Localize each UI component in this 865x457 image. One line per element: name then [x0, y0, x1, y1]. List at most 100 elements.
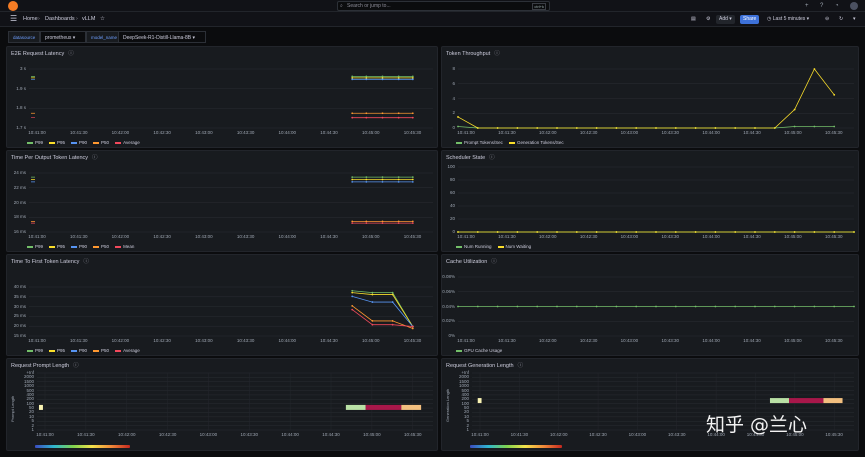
x-tick-label: 10:42:00 — [538, 130, 557, 135]
data-point — [476, 127, 479, 129]
data-point — [674, 305, 677, 308]
legend-item[interactable]: Prompt Tokens/Sec — [456, 140, 503, 145]
plus-icon[interactable]: + — [805, 3, 809, 9]
panel-prompt_len[interactable]: Request Prompt Length ⓘ +Inf 2000 1500 1000 50… — [6, 358, 438, 451]
breadcrumb-vllm[interactable]: vLLM — [82, 16, 96, 22]
data-point — [714, 305, 717, 308]
info-icon[interactable]: ⓘ — [517, 363, 524, 369]
share-button[interactable]: Share — [740, 15, 760, 24]
star-icon[interactable]: ☆ — [100, 16, 105, 22]
data-point — [381, 178, 384, 181]
x-tick-label: 10:42:30 — [153, 130, 171, 135]
y-tick-label: 40 — [449, 203, 455, 208]
data-point — [655, 305, 657, 308]
x-tick-label: 10:42:30 — [579, 234, 598, 239]
avatar-icon[interactable] — [850, 2, 858, 10]
x-tick-label: 10:45:00 — [784, 130, 802, 135]
data-point — [411, 325, 414, 328]
panel-scheduler[interactable]: Scheduler State ⓘ 100 80 60 40 20 0 10:41:00 10:4… — [441, 150, 859, 252]
legend-item[interactable]: P50 — [93, 140, 109, 145]
legend: Prompt Tokens/Sec Generation Tokens/Sec — [456, 140, 564, 145]
legend-swatch — [456, 350, 462, 352]
data-point — [536, 305, 539, 308]
refresh-icon[interactable]: ↻ — [839, 16, 844, 22]
legend-item[interactable]: Average — [115, 140, 140, 145]
time-range-picker[interactable]: ◷ Last 5 minutes ▾ — [767, 16, 810, 22]
x-tick-label: 10:41:00 — [28, 338, 46, 343]
info-icon[interactable]: ⓘ — [494, 51, 500, 57]
legend-swatch — [456, 142, 462, 144]
y-tick-label: 18 ms — [13, 214, 26, 220]
panel-cache[interactable]: Cache Utilization ⓘ 0.08% 0.06% 0.04% 0.02% 0%… — [441, 254, 859, 356]
legend-item[interactable]: P95 — [49, 140, 65, 145]
refresh-interval-dropdown[interactable]: ▾ — [853, 16, 856, 22]
data-point — [496, 305, 499, 308]
info-icon[interactable]: ⓘ — [491, 259, 497, 265]
legend-item[interactable]: Generation Tokens/Sec — [508, 140, 564, 145]
legend-item[interactable]: P90 — [71, 348, 87, 353]
save-icon[interactable]: ▤ — [691, 16, 696, 22]
legend-item[interactable]: P95 — [49, 348, 65, 353]
y-tick-label: 60 — [449, 190, 455, 195]
info-icon[interactable]: ⓘ — [489, 155, 495, 161]
breadcrumb-dashboards[interactable]: Dashboards — [45, 16, 75, 22]
panel-title: Request Generation Length ⓘ — [446, 363, 524, 369]
y-tick-label: +Inf — [461, 370, 469, 375]
info-icon[interactable]: ⓘ — [73, 363, 79, 369]
panel-ttft[interactable]: Time To First Token Latency ⓘ 40 ms 35 ms 30… — [6, 254, 438, 356]
panel-gen_len[interactable]: Request Generation Length ⓘ +Inf 2000 1500 10… — [441, 358, 859, 451]
x-tick-label: 10:42:00 — [111, 130, 130, 135]
legend-item[interactable]: P90 — [71, 244, 87, 249]
data-point — [457, 231, 459, 233]
legend-item[interactable]: P50 — [93, 244, 109, 249]
x-tick-label: 10:42:30 — [589, 432, 607, 437]
model-name-select[interactable]: DeepSeek-R1-Distill-Llama-8B ▾ — [118, 31, 206, 43]
add-button[interactable]: Add ▾ — [716, 15, 735, 24]
data-point — [813, 305, 816, 308]
legend-item[interactable]: P95 — [49, 244, 65, 249]
datasource-select[interactable]: prometheus ▾ — [40, 31, 86, 43]
menu-icon[interactable]: ☰ — [10, 14, 18, 23]
news-icon[interactable]: ◔ — [835, 3, 839, 9]
y-tick-label: 100 — [447, 164, 455, 169]
legend-item[interactable]: Num Running — [456, 244, 492, 249]
legend-item[interactable]: Num Waiting — [497, 244, 531, 249]
x-tick-label: 10:44:30 — [320, 234, 338, 239]
data-point — [391, 293, 394, 296]
info-icon[interactable]: ⓘ — [83, 259, 89, 265]
data-point — [351, 180, 354, 183]
panel-e2e[interactable]: E2E Request Latency ⓘ 3 s 1.9 s 1.8 s 1.7 s 10… — [6, 46, 438, 148]
x-tick-label: 10:42:00 — [111, 338, 130, 343]
search-input[interactable]: ⌕ Search or jump to... ctrl+k — [337, 1, 550, 11]
settings-icon[interactable]: ⚙ — [706, 16, 711, 22]
legend-item[interactable]: Average — [115, 348, 140, 353]
data-point — [411, 78, 414, 81]
legend-item[interactable]: GPU Cache Usage — [456, 348, 502, 353]
legend-item[interactable]: Mean — [115, 244, 134, 249]
legend-item[interactable]: P99 — [27, 244, 43, 249]
y-tick-label: 1.7 s — [16, 125, 26, 130]
legend-item[interactable]: P90 — [71, 140, 87, 145]
x-tick-label: 10:44:30 — [746, 432, 765, 437]
chart-svg — [29, 286, 433, 337]
info-icon[interactable]: ⓘ — [92, 155, 98, 161]
legend-swatch — [93, 142, 100, 144]
panel-throughput[interactable]: Token Throughput ⓘ 8 6 4 2 0 10:41:00 10:41:30 10… — [441, 46, 859, 148]
legend-item[interactable]: P99 — [27, 140, 43, 145]
data-point — [371, 291, 374, 294]
info-icon[interactable]: ⓘ — [68, 51, 74, 57]
data-point — [381, 76, 384, 79]
breadcrumb-home[interactable]: Home — [23, 16, 38, 22]
grafana-logo-icon[interactable] — [8, 1, 18, 11]
legend-item[interactable]: P50 — [93, 348, 109, 353]
zoom-out-icon[interactable]: ⊖ — [825, 16, 830, 22]
data-point — [457, 125, 459, 128]
x-tick-label: 10:41:00 — [457, 338, 475, 343]
x-tick-label: 10:45:30 — [824, 338, 843, 343]
legend-item[interactable]: P99 — [27, 348, 43, 353]
panel-tpot[interactable]: Time Per Output Token Latency ⓘ 24 ms 22 ms… — [6, 150, 438, 252]
y-tick-label: 500 — [461, 387, 469, 393]
help-icon[interactable]: ? — [820, 3, 824, 9]
panel-title: Token Throughput ⓘ — [446, 51, 500, 57]
heatmap-cell — [789, 398, 824, 404]
